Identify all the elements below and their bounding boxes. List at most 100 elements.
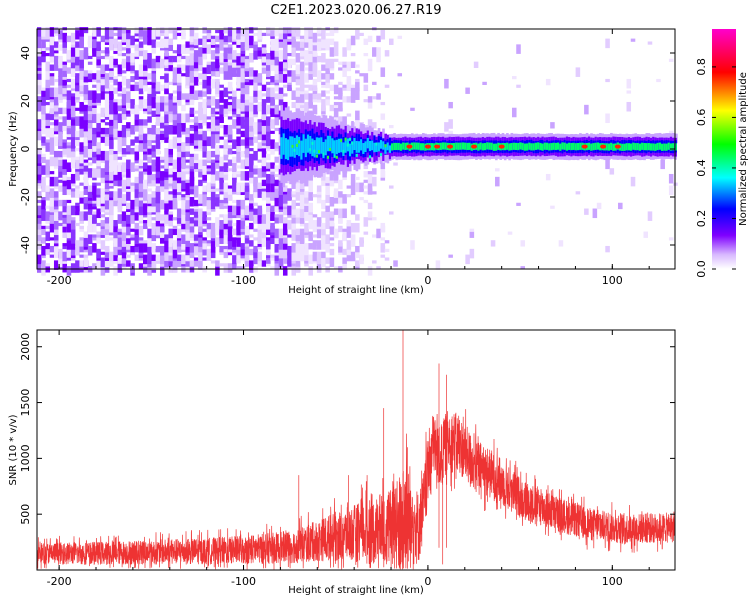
spectrogram-cell: [193, 35, 199, 46]
spectrogram-cell: [584, 208, 589, 215]
spectrogram-cell: [244, 78, 250, 83]
spectrogram-cell: [274, 127, 280, 132]
signal-band-cell: [638, 143, 642, 151]
spectrogram-cell: [232, 168, 237, 178]
spectrogram-cell: [121, 162, 127, 172]
spectrogram-cell: [282, 93, 288, 97]
spectrogram-cell: [143, 150, 148, 161]
spectrogram-cell: [172, 199, 178, 210]
spectrogram-y-tick-label: 0: [19, 146, 32, 153]
spectrogram-cell: [147, 188, 152, 192]
spectrogram-cell: [138, 130, 144, 141]
spectrogram-cell: [83, 162, 89, 166]
spectrogram-cell: [62, 47, 67, 54]
spectrogram-cell: [389, 38, 394, 45]
spectrogram-cell: [287, 84, 292, 92]
spectrogram-cell: [37, 173, 42, 181]
spectrogram-cell: [210, 150, 216, 158]
spectrogram-cell: [66, 185, 72, 196]
spectrogram-cell: [181, 64, 186, 71]
signal-band-cell: [510, 143, 514, 151]
spectrogram-cell: [113, 119, 118, 129]
spectrogram-cell: [380, 101, 386, 106]
spectrogram-cell: [172, 257, 178, 261]
spectrogram-cell: [96, 237, 101, 244]
spectrogram-cell: [113, 78, 118, 86]
spectrogram-cell: [469, 228, 475, 232]
spectrogram-cell: [164, 73, 169, 83]
spectrogram-cell: [117, 73, 123, 77]
spectrogram-cell: [100, 266, 106, 276]
spectrogram-cell: [75, 188, 80, 198]
spectrogram-cell: [215, 44, 220, 48]
spectrogram-cell: [304, 29, 309, 34]
spectrogram-cell: [79, 254, 84, 258]
spectrogram-cell: [45, 159, 51, 166]
spectrogram-cell: [266, 32, 271, 37]
spectrogram-y-tick-label: 20: [19, 94, 32, 108]
spectrogram-cell: [253, 125, 258, 135]
spectrogram-cell: [312, 251, 318, 262]
spectrogram-cell: [266, 205, 271, 212]
signal-band-cell: [565, 143, 569, 151]
spectrogram-cell: [338, 194, 343, 204]
spectrogram-cell: [147, 214, 152, 224]
spectrogram-cell: [350, 222, 356, 233]
spectrogram-cell: [291, 78, 297, 83]
spectrogram-cell: [83, 84, 89, 95]
spectrogram-cell: [333, 266, 339, 270]
spectrogram-cell: [270, 266, 275, 270]
signal-band-cell: [672, 143, 675, 151]
signal-band-cell: [543, 142, 547, 150]
spectrogram-cell: [372, 81, 377, 85]
spectrogram-cell: [240, 67, 246, 77]
spectrogram-cell: [147, 81, 152, 85]
spectrogram-cell: [244, 188, 250, 198]
spectrogram-cell: [202, 70, 207, 80]
spectrogram-cell: [261, 64, 267, 68]
spectrogram-cell: [189, 156, 195, 167]
spectrogram-cell: [333, 101, 339, 106]
spectrogram-cell: [257, 234, 263, 244]
spectrogram-cell: [159, 254, 165, 265]
spectrogram-cell: [257, 205, 263, 216]
spectrogram-cell: [210, 35, 216, 39]
spectrogram-cell: [58, 76, 63, 86]
spectrogram-cell: [312, 96, 318, 100]
spectrogram-cell: [168, 243, 174, 253]
spectrogram-cell: [49, 188, 55, 198]
spectrogram-cell: [244, 119, 250, 129]
snr-y-tick-label: 500: [19, 504, 32, 525]
spectrogram-cell: [295, 191, 301, 201]
spectrogram-cell: [380, 67, 386, 77]
signal-band-cell: [605, 143, 609, 151]
spectrogram-cell: [151, 110, 157, 117]
spectrogram-cell: [164, 245, 169, 253]
spectrogram-cell: [168, 214, 174, 221]
spectrogram-cell: [189, 107, 195, 115]
spectrogram-cell: [342, 47, 347, 57]
spectrogram-xlabel: Height of straight line (km): [288, 285, 424, 296]
spectrogram-cell: [41, 127, 46, 135]
spectrogram-cell: [126, 93, 131, 103]
spectrogram-cell: [104, 64, 110, 71]
spectrogram-cell: [66, 245, 72, 256]
spectrogram-cell: [49, 156, 55, 167]
spectrogram-cell: [49, 96, 55, 100]
spectrogram-cell: [520, 240, 526, 247]
spectrogram-cell: [126, 260, 131, 267]
spectrogram-cell: [338, 67, 343, 71]
spectrogram-cell: [363, 53, 369, 57]
spectrogram-cell: [376, 47, 381, 57]
spectrogram-cell: [45, 78, 51, 86]
spectrogram-cell: [155, 245, 161, 253]
signal-band-cell: [382, 141, 385, 150]
spectrogram-cell: [219, 251, 224, 255]
spectrogram-cell: [70, 78, 76, 89]
spectrogram-cell: [299, 107, 305, 111]
spectrogram-cell: [223, 214, 229, 224]
spectrogram-cell: [138, 41, 144, 48]
spectrogram-cell: [287, 234, 292, 238]
spectrogram-cell: [41, 153, 46, 157]
spectrogram-cell: [223, 234, 229, 244]
